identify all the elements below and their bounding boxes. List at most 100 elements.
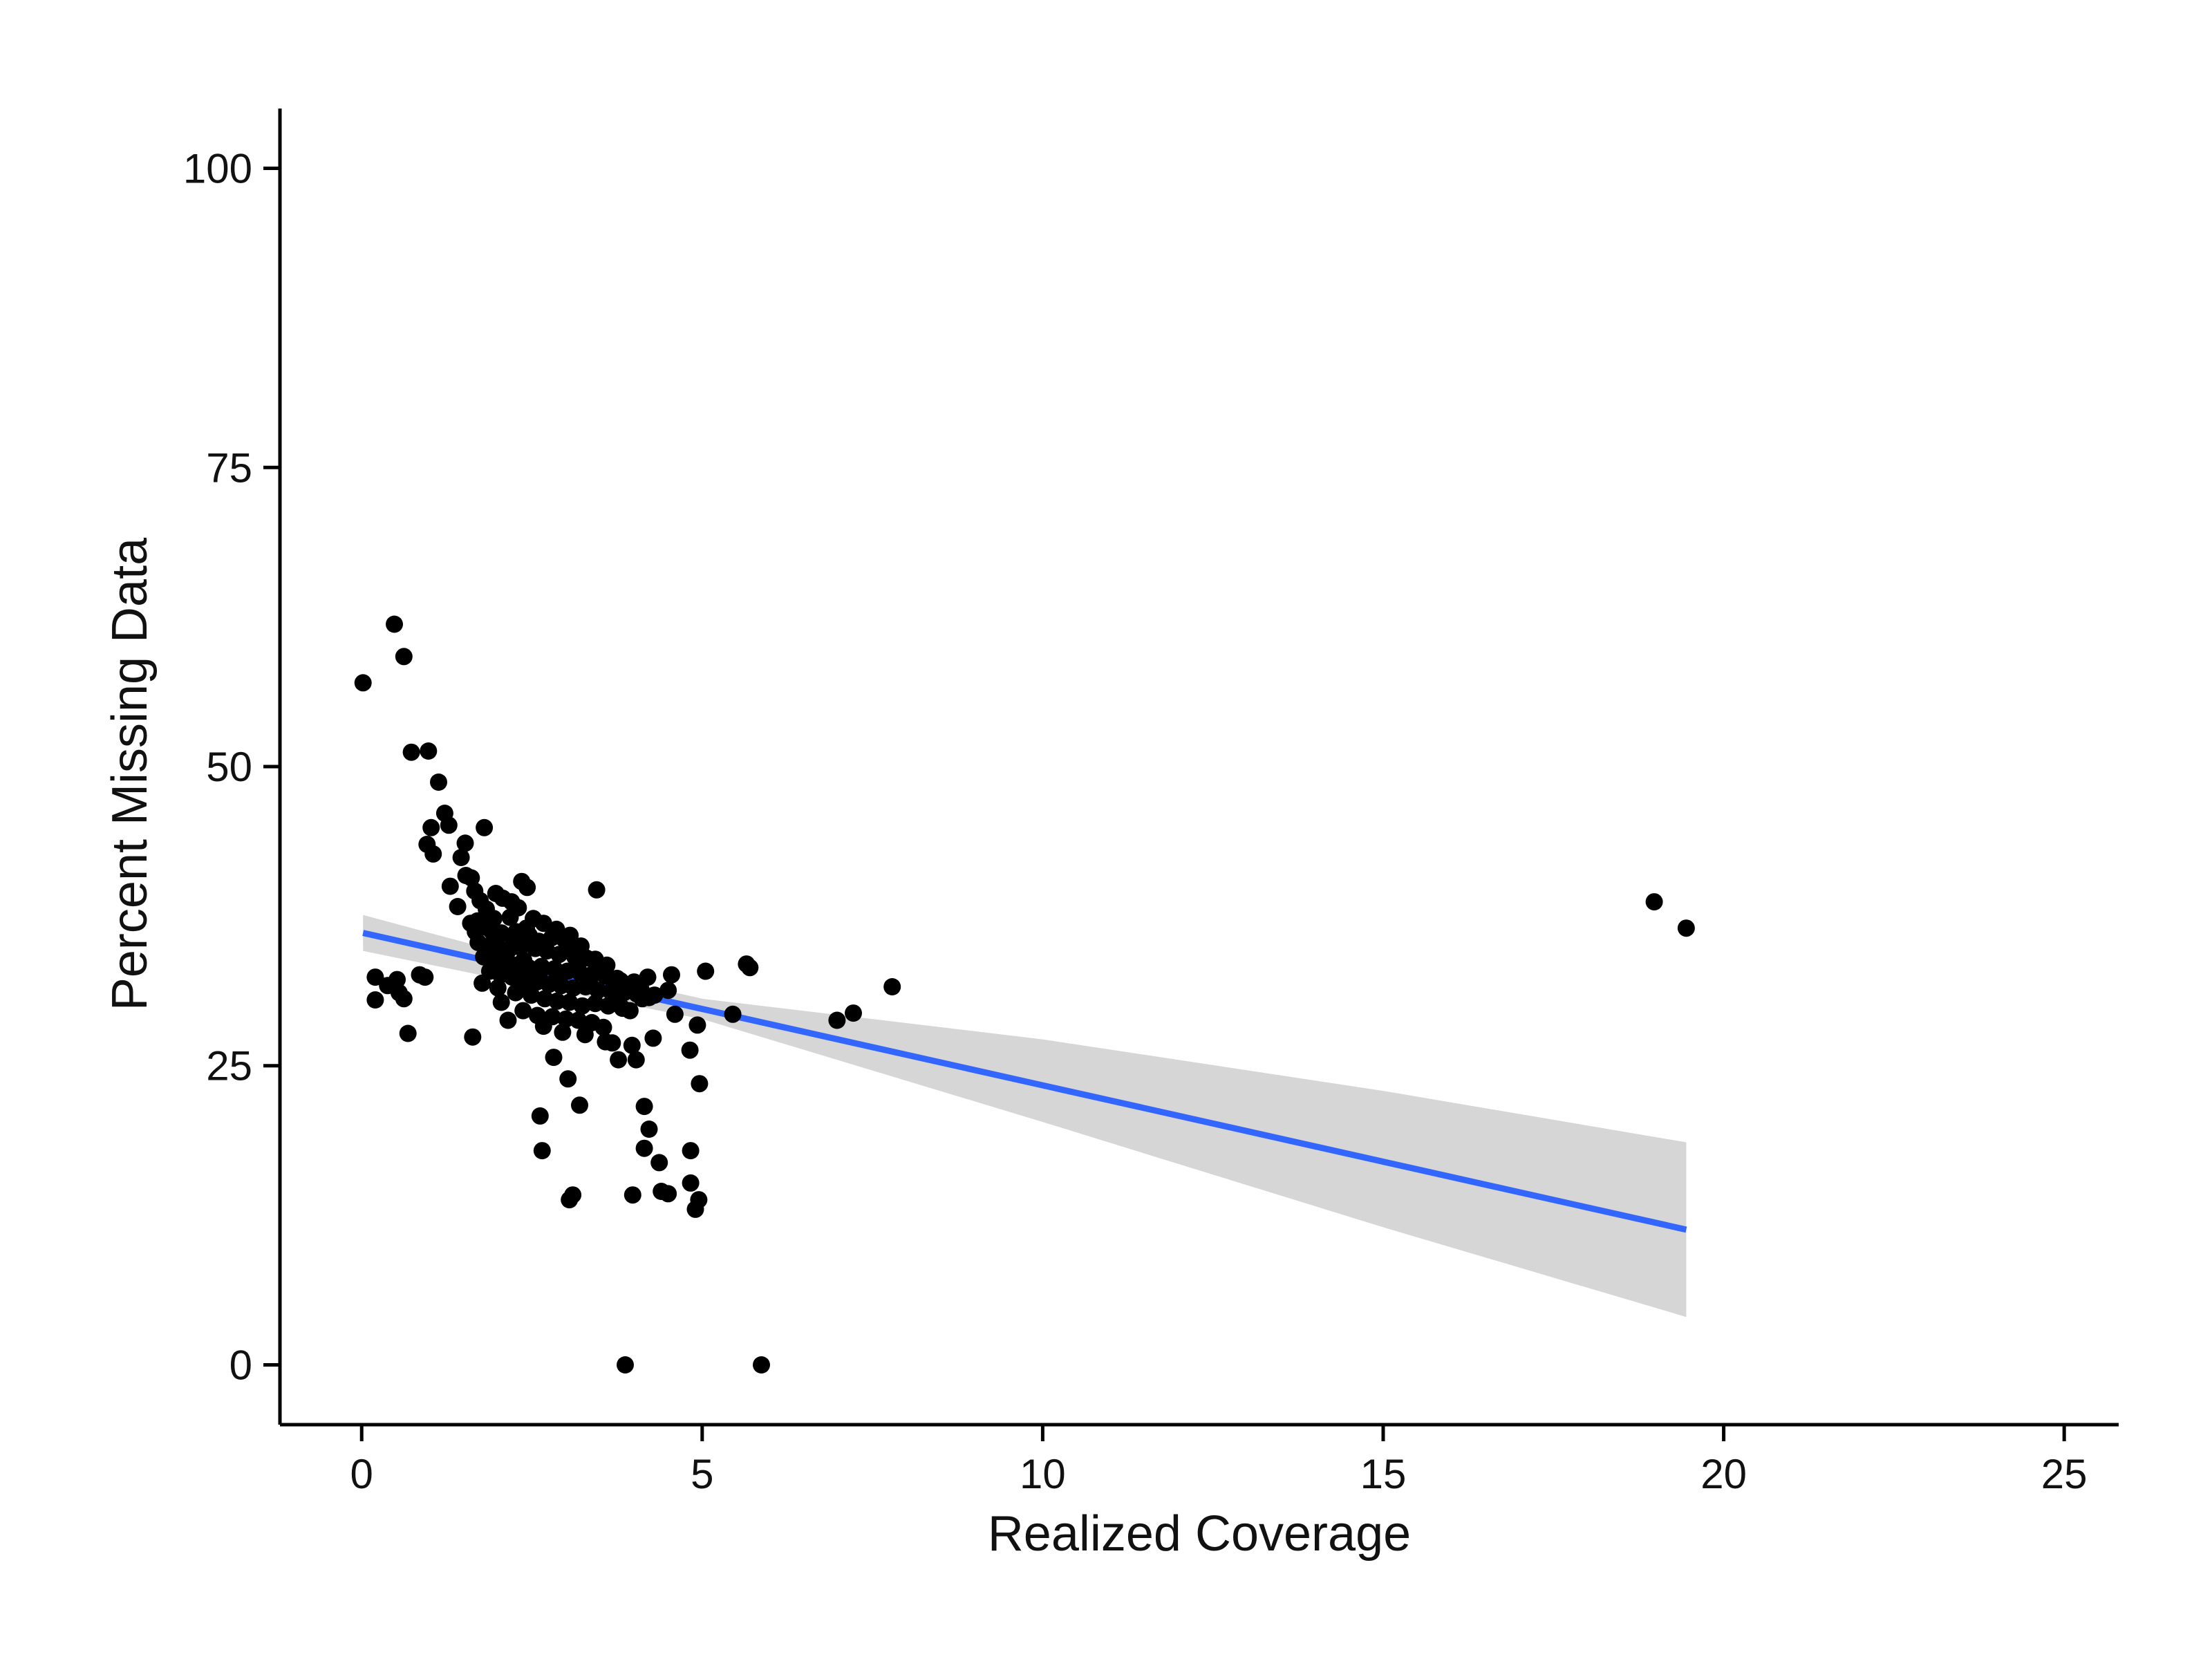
data-point <box>741 959 759 977</box>
confidence-band-layer <box>363 915 1687 1318</box>
data-point <box>547 920 565 938</box>
data-point <box>456 834 474 852</box>
y-tick-label: 75 <box>206 444 252 491</box>
data-point <box>883 978 901 995</box>
data-point <box>441 877 459 895</box>
data-point <box>388 971 406 988</box>
data-point <box>354 674 372 692</box>
data-point <box>521 979 538 997</box>
data-point <box>518 919 536 937</box>
data-point <box>612 972 630 990</box>
data-point <box>576 1026 594 1044</box>
y-axis-ticks: 0 25 50 75 100 <box>183 146 280 1388</box>
data-point <box>510 964 528 982</box>
y-tick-label: 0 <box>229 1342 252 1388</box>
data-point <box>1677 919 1695 937</box>
x-tick-label: 5 <box>691 1451 713 1497</box>
x-tick-label: 0 <box>350 1451 373 1497</box>
data-point <box>621 1002 639 1020</box>
data-point <box>550 966 568 984</box>
confidence-band <box>363 915 1687 1318</box>
data-point <box>659 1185 677 1203</box>
data-point <box>650 1154 668 1172</box>
data-point <box>691 1075 709 1093</box>
data-point <box>499 1011 517 1029</box>
data-point <box>635 1139 653 1157</box>
y-tick-label: 25 <box>206 1043 252 1089</box>
data-point <box>399 1024 417 1042</box>
data-point <box>489 979 507 997</box>
data-point <box>581 974 599 992</box>
data-point <box>476 818 494 836</box>
data-point <box>570 1011 587 1029</box>
data-point <box>533 1142 551 1160</box>
data-point <box>452 849 470 866</box>
x-axis-title: Realized Coverage <box>988 1506 1411 1562</box>
data-point <box>514 1002 532 1020</box>
data-point <box>497 947 515 964</box>
data-point <box>682 1174 700 1192</box>
data-point <box>366 991 384 1009</box>
data-point <box>464 1028 482 1046</box>
data-point <box>430 774 447 791</box>
data-point <box>568 957 585 975</box>
data-point <box>682 1142 700 1160</box>
data-point <box>554 1023 572 1041</box>
y-axis-title: Percent Missing Data <box>102 537 158 1011</box>
data-point <box>422 818 440 836</box>
data-point <box>724 1005 742 1023</box>
data-point <box>395 648 413 666</box>
data-point <box>845 1004 862 1022</box>
data-point <box>545 1049 563 1067</box>
data-point <box>625 973 643 991</box>
data-point <box>588 881 606 899</box>
data-point <box>534 915 552 932</box>
axes <box>278 109 2119 1427</box>
data-point <box>646 986 664 1004</box>
data-point <box>487 932 505 950</box>
data-point <box>474 974 491 992</box>
y-tick-label: 100 <box>183 146 252 192</box>
data-point <box>559 1070 577 1088</box>
data-point <box>586 995 604 1013</box>
data-point <box>659 982 677 1000</box>
data-point <box>550 946 568 964</box>
x-tick-label: 15 <box>1360 1451 1407 1497</box>
data-point <box>639 968 657 986</box>
data-point <box>366 968 384 986</box>
data-point <box>501 908 519 926</box>
x-tick-label: 20 <box>1700 1451 1747 1497</box>
data-point <box>531 1107 549 1125</box>
data-point <box>573 997 591 1015</box>
data-point <box>561 1191 579 1209</box>
y-tick-label: 50 <box>206 744 252 790</box>
data-point <box>518 879 536 897</box>
data-point <box>627 1051 645 1069</box>
data-point <box>440 816 458 834</box>
data-point <box>644 1029 662 1047</box>
data-point <box>606 992 624 1010</box>
data-point <box>420 742 438 760</box>
data-point <box>624 1186 641 1204</box>
data-point <box>531 962 549 980</box>
data-point <box>534 1018 552 1035</box>
data-point <box>640 1121 658 1138</box>
data-point <box>666 1005 684 1023</box>
data-point <box>610 1051 628 1069</box>
data-point <box>603 1034 621 1052</box>
data-point <box>395 990 413 1008</box>
data-point <box>515 951 533 969</box>
data-point <box>467 923 485 941</box>
data-point <box>635 1098 653 1116</box>
data-point <box>617 1356 634 1374</box>
data-point <box>462 869 480 887</box>
data-point <box>416 968 434 986</box>
data-point <box>594 1018 612 1036</box>
x-tick-label: 25 <box>2041 1451 2088 1497</box>
data-point <box>663 966 680 984</box>
data-point <box>492 993 510 1011</box>
data-point <box>753 1356 770 1374</box>
data-point <box>386 615 403 633</box>
data-point <box>572 937 590 955</box>
